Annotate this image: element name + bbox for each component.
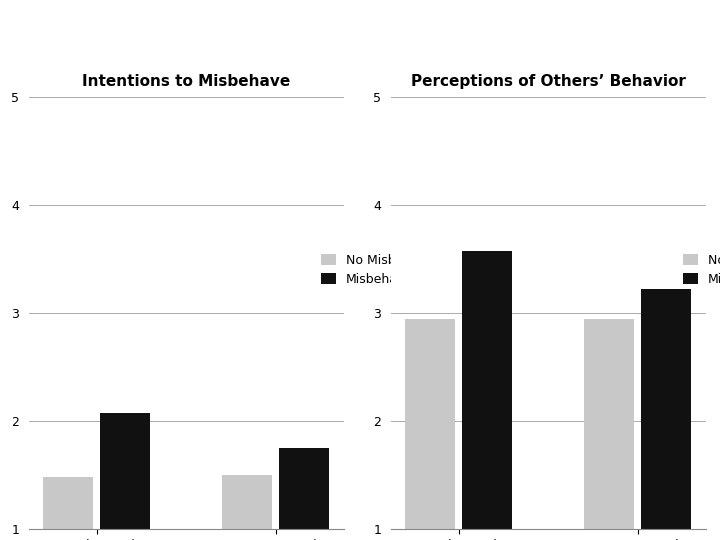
Bar xyxy=(100,413,150,540)
Bar xyxy=(405,319,455,540)
Bar xyxy=(222,475,272,540)
Bar xyxy=(462,251,513,540)
Bar xyxy=(43,477,93,540)
Title: Intentions to Misbehave: Intentions to Misbehave xyxy=(82,74,290,89)
Legend: No Misbehavior, Misbehavior: No Misbehavior, Misbehavior xyxy=(316,249,448,291)
Legend: No Misbehavior, Misbehavior: No Misbehavior, Misbehavior xyxy=(678,249,720,291)
Bar xyxy=(584,319,634,540)
Text: ROBERT H. SMITH: ROBERT H. SMITH xyxy=(36,29,171,42)
Bar xyxy=(279,448,329,540)
Title: Perceptions of Others’ Behavior: Perceptions of Others’ Behavior xyxy=(411,74,685,89)
Bar xyxy=(642,289,691,540)
Text: SCHOOL OF BUSINESS: SCHOOL OF BUSINESS xyxy=(36,55,140,63)
